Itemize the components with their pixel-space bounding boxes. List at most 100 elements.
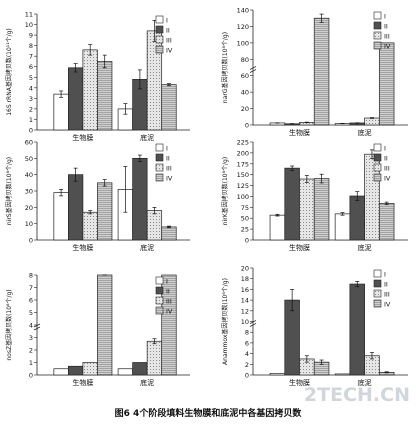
y-tick-label: 5 (29, 309, 33, 317)
x-category-label: 底泥 (358, 128, 372, 137)
chart-panel-1: 0 1 2 3 4 5 6 7 8 9 10 11 16S rRNA基因拷贝数(10¹¹个/g) 生物膜 底… (5, 11, 190, 142)
bar-I-1 (269, 373, 286, 376)
y-tick-label: 10 (25, 21, 33, 29)
legend-swatch-II (373, 153, 382, 162)
legend-swatch-II (373, 279, 382, 288)
bar-III-2 (364, 117, 380, 126)
y-tick-label: 8 (245, 329, 249, 337)
y-tick-label: 200 (237, 149, 249, 157)
chart-panel-2: 0 20 40 60 80 100 120 140 narG基因拷贝数(10⁸个/g) 生物膜 底泥… (221, 7, 408, 137)
bar-II-1 (284, 167, 300, 241)
legend-label-III: III (384, 291, 390, 299)
legend-swatch-III (373, 289, 382, 298)
y-axis-label: 16S rRNA基因拷贝数(10¹¹个/g) (5, 28, 13, 116)
x-category-label: 底泥 (140, 378, 154, 387)
legend-swatch-II (155, 25, 164, 34)
legend-label-II: II (384, 281, 388, 289)
bar-IV-1 (97, 61, 113, 131)
y-axis-label: nirS基因拷贝数(10⁸个/g) (5, 157, 13, 225)
x-category-label: 生物膜 (72, 133, 93, 142)
watermark-text: 2TECH.CN (303, 384, 410, 406)
y-tick-label: 16 (241, 286, 249, 294)
legend-label-III: III (384, 33, 390, 41)
y-tick-label: 60 (25, 139, 33, 147)
y-axis-label: Anammox基因拷贝数(10⁶个/g) (221, 278, 229, 365)
bar-III-1 (299, 178, 315, 241)
y-tick-label: 4 (29, 322, 33, 330)
x-category-label: 底泥 (358, 243, 372, 252)
legend-swatch-IV (373, 41, 382, 50)
y-tick-label: 75 (241, 204, 249, 212)
y-tick-label: 0 (245, 372, 249, 380)
bar-I-1 (53, 368, 69, 376)
bar-II-2 (132, 362, 148, 376)
y-tick-label: 7 (29, 284, 33, 292)
legend-label-II: II (166, 288, 170, 296)
y-tick-label: 175 (237, 160, 249, 168)
bar-I-1 (269, 214, 286, 241)
x-category-label: 底泥 (140, 133, 154, 142)
bar-III-1 (82, 362, 98, 376)
bar-I-1 (53, 192, 69, 241)
y-tick-label: 10 (241, 318, 249, 326)
y-tick-label: 6 (29, 297, 33, 305)
x-category-label: 生物膜 (72, 378, 93, 387)
y-tick-label: 80 (241, 56, 249, 64)
legend-swatch-II (155, 286, 164, 295)
y-tick-label: 20 (241, 265, 249, 273)
x-category-label: 底泥 (358, 378, 372, 387)
y-tick-label: 2 (245, 361, 249, 369)
bar-II-1 (68, 365, 84, 376)
y-tick-label: 120 (237, 23, 249, 31)
y-tick-label: 40 (241, 89, 249, 97)
y-tick-label: 10 (25, 220, 33, 228)
bar-IV-1 (313, 178, 330, 241)
legend-swatch-IV (373, 299, 382, 308)
bar-I-2 (334, 213, 351, 241)
bar-I-1 (53, 93, 69, 131)
y-tick-label: 0 (245, 122, 249, 130)
bar-I-2 (117, 368, 133, 376)
axis-break-mark (33, 323, 41, 331)
legend-label-IV: IV (166, 308, 173, 316)
legend-swatch-IV (155, 45, 164, 54)
legend-label-II: II (166, 155, 170, 163)
legend-swatch-III (155, 35, 164, 44)
legend-label-IV: IV (384, 301, 391, 309)
y-tick-label: 150 (237, 171, 249, 179)
y-tick-label: 7 (29, 53, 33, 61)
y-tick-label: 25 (241, 226, 249, 234)
bar-II-1 (68, 67, 84, 131)
y-tick-label: 0 (29, 237, 33, 245)
legend-swatch-II (155, 153, 164, 162)
y-tick-label: 225 (237, 139, 249, 147)
y-tick-label: 50 (25, 155, 33, 163)
legend-swatch-I (155, 143, 164, 152)
legend-swatch-III (155, 296, 164, 305)
legend-swatch-I (155, 276, 164, 285)
legend-label-IV: IV (384, 43, 391, 51)
y-axis-label: narG基因拷贝数(10⁸个/g) (221, 32, 229, 103)
y-tick-label: 20 (25, 204, 33, 212)
y-tick-label: 4 (245, 350, 249, 358)
y-tick-label: 1 (29, 359, 33, 367)
legend-swatch-III (373, 163, 382, 172)
bar-I-2 (334, 373, 351, 376)
legend-label-IV: IV (384, 175, 391, 183)
bar-IV-1 (97, 182, 113, 241)
y-tick-label: 11 (25, 11, 33, 19)
bar-IV-2 (161, 84, 177, 131)
legend-swatch-IV (155, 306, 164, 315)
y-tick-label: 40 (25, 171, 33, 179)
legend-label-III: III (166, 298, 172, 306)
bar-II-2 (349, 195, 365, 241)
y-tick-label: 3 (29, 334, 33, 342)
legend-label-III: III (166, 165, 172, 173)
bar-II-1 (284, 299, 300, 376)
legend-label-II: II (166, 27, 170, 35)
y-tick-label: 0 (245, 237, 249, 245)
y-tick-label: 8 (29, 272, 33, 280)
